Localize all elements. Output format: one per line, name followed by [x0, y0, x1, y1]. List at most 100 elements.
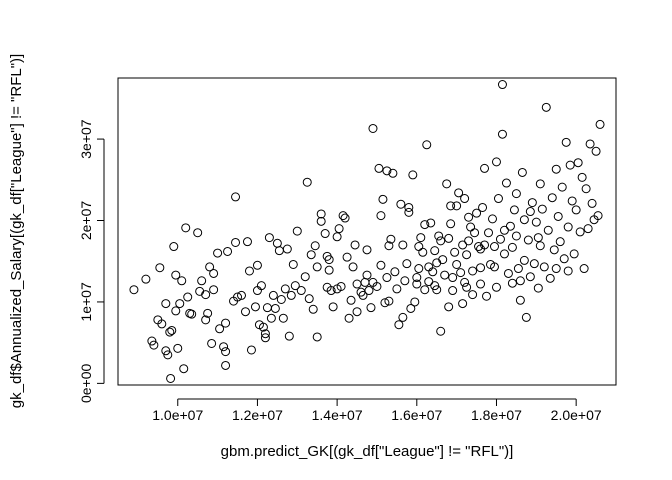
data-point	[141, 274, 151, 284]
data-point	[328, 302, 338, 312]
data-point	[181, 223, 191, 233]
data-point	[509, 205, 519, 215]
data-point	[362, 270, 372, 280]
data-point	[376, 260, 386, 270]
data-point	[482, 291, 492, 301]
data-point	[462, 250, 472, 260]
data-point	[209, 285, 219, 295]
data-point	[503, 268, 513, 278]
data-point	[282, 244, 292, 254]
data-point	[478, 202, 488, 212]
data-point	[521, 312, 531, 322]
data-point	[187, 309, 197, 319]
data-point	[412, 279, 422, 289]
data-point	[470, 228, 480, 238]
y-tick-label: 0e+00	[78, 364, 94, 404]
data-point	[157, 319, 167, 329]
data-point	[460, 194, 470, 204]
data-point	[458, 240, 468, 250]
data-point	[414, 242, 424, 252]
data-point	[308, 304, 318, 314]
data-point	[569, 249, 579, 259]
data-points	[129, 80, 605, 383]
data-point	[240, 307, 250, 317]
data-point	[155, 263, 165, 273]
data-point	[149, 340, 159, 350]
data-point	[221, 360, 231, 370]
data-point	[173, 343, 183, 353]
data-point	[404, 202, 414, 212]
data-point	[412, 273, 422, 283]
data-point	[414, 264, 424, 274]
data-point	[362, 245, 372, 255]
data-point	[505, 221, 515, 231]
data-point	[446, 219, 456, 229]
x-axis: 1.0e+07 1.2e+07 1.4e+07 1.6e+07 1.8e+07 2.0e+…	[152, 398, 602, 423]
data-point	[209, 268, 219, 278]
data-point	[260, 329, 270, 339]
data-point	[575, 227, 585, 237]
data-point	[221, 318, 231, 328]
data-point	[264, 233, 274, 243]
data-point	[595, 119, 605, 129]
data-point	[167, 325, 177, 335]
data-point	[270, 303, 280, 313]
data-point	[310, 241, 320, 251]
data-point	[491, 282, 501, 292]
data-point	[432, 285, 442, 295]
data-point	[244, 266, 254, 276]
data-point	[476, 279, 486, 289]
data-point	[316, 216, 326, 226]
data-point	[386, 234, 396, 244]
data-point	[511, 231, 521, 241]
data-point	[384, 296, 394, 306]
data-point	[499, 225, 509, 235]
data-point	[573, 158, 583, 168]
data-point	[543, 225, 553, 235]
data-point	[581, 184, 591, 194]
data-point	[444, 302, 454, 312]
data-point	[464, 212, 474, 222]
data-point	[394, 320, 404, 330]
data-point	[491, 157, 501, 167]
data-point	[555, 237, 565, 247]
data-point	[197, 276, 207, 286]
data-point	[272, 238, 282, 248]
data-point	[352, 307, 362, 317]
data-point	[436, 236, 446, 246]
x-tick-label: 1.4e+07	[312, 407, 363, 423]
y-axis: 0e+00 1e+07 2e+07 3e+07	[78, 119, 105, 404]
data-point	[519, 255, 529, 265]
data-point	[579, 264, 589, 274]
data-point	[515, 295, 525, 305]
data-point	[344, 313, 354, 323]
data-point	[358, 290, 368, 300]
data-point	[258, 322, 268, 332]
data-point	[171, 306, 181, 316]
data-point	[432, 258, 442, 268]
data-point	[404, 207, 414, 217]
data-point	[527, 198, 537, 208]
data-point	[523, 235, 533, 245]
data-point	[533, 283, 543, 293]
data-point	[400, 276, 410, 286]
data-point	[440, 270, 450, 280]
x-tick-label: 1.6e+07	[391, 407, 442, 423]
data-point	[533, 233, 543, 243]
data-point	[442, 179, 452, 189]
data-point	[493, 194, 503, 204]
data-point	[480, 163, 490, 173]
data-point	[231, 192, 241, 202]
data-point	[577, 172, 587, 182]
data-point	[408, 170, 418, 180]
data-point	[171, 270, 181, 280]
data-point	[205, 262, 215, 272]
data-point	[300, 272, 310, 282]
data-point	[316, 209, 326, 219]
data-point	[454, 188, 464, 198]
data-point	[147, 336, 157, 346]
data-point	[497, 80, 507, 90]
data-point	[242, 237, 252, 247]
data-point	[290, 281, 300, 291]
